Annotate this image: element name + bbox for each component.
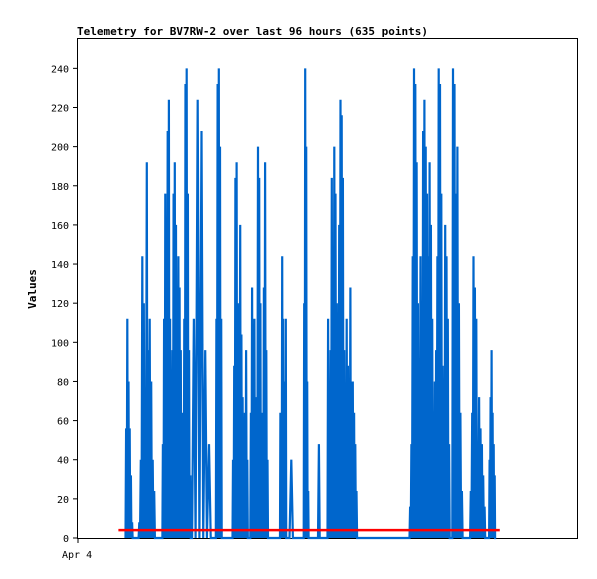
y-tick-label-240: 240	[51, 64, 69, 75]
chart-title: Telemetry for BV7RW-2 over last 96 hours…	[77, 25, 428, 38]
series-blue	[124, 68, 497, 540]
y-tick-label-180: 180	[51, 182, 69, 193]
y-tick-label-160: 160	[51, 221, 69, 232]
y-tick-label-80: 80	[57, 377, 69, 388]
y-tick-label-0: 0	[63, 534, 69, 545]
y-tick-label-20: 20	[57, 495, 69, 506]
y-tick-label-200: 200	[51, 143, 69, 154]
y-tick-label-220: 220	[51, 103, 69, 114]
y-axis: 0 20 40 60 80 100 120 140 160 180 200 220 240	[51, 64, 78, 545]
y-tick-label-40: 40	[57, 456, 69, 467]
y-tick-label-60: 60	[57, 417, 69, 428]
y-tick-label-100: 100	[51, 338, 69, 349]
y-axis-label: Values	[26, 269, 39, 309]
y-tick-label-140: 140	[51, 260, 69, 271]
y-tick-label-120: 120	[51, 299, 69, 310]
series-blue-line	[124, 68, 497, 540]
x-tick-label: Apr 4	[62, 550, 92, 561]
